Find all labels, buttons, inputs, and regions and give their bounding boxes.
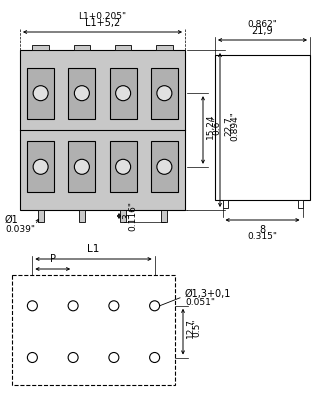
Text: 0.315": 0.315" bbox=[247, 232, 278, 241]
Bar bbox=[68, 67, 95, 119]
Circle shape bbox=[116, 159, 131, 174]
Circle shape bbox=[150, 352, 160, 363]
Bar bbox=[151, 67, 178, 119]
Circle shape bbox=[68, 352, 78, 363]
Circle shape bbox=[74, 159, 90, 174]
Bar bbox=[120, 210, 126, 222]
Text: 3: 3 bbox=[122, 213, 131, 219]
Text: Ø1: Ø1 bbox=[5, 215, 19, 225]
Circle shape bbox=[109, 301, 119, 311]
Text: L1: L1 bbox=[87, 244, 100, 254]
Text: 0.051": 0.051" bbox=[185, 298, 215, 307]
Circle shape bbox=[157, 86, 172, 101]
Bar bbox=[38, 210, 44, 222]
Bar bbox=[156, 45, 173, 50]
Bar bbox=[222, 200, 227, 208]
Text: L1+5,2: L1+5,2 bbox=[85, 18, 120, 28]
Bar bbox=[215, 55, 310, 200]
Text: 0.5": 0.5" bbox=[192, 318, 201, 337]
Text: 0.862": 0.862" bbox=[247, 20, 278, 29]
Bar bbox=[110, 67, 137, 119]
Bar bbox=[151, 141, 178, 192]
Circle shape bbox=[74, 86, 90, 101]
Bar bbox=[27, 141, 54, 192]
Bar bbox=[27, 67, 54, 119]
Bar bbox=[32, 45, 49, 50]
Text: L1+0.205": L1+0.205" bbox=[78, 12, 127, 21]
Circle shape bbox=[109, 352, 119, 363]
Circle shape bbox=[157, 159, 172, 174]
Bar bbox=[68, 141, 95, 192]
Circle shape bbox=[33, 86, 48, 101]
Text: 8: 8 bbox=[260, 225, 266, 235]
Bar bbox=[161, 210, 167, 222]
Circle shape bbox=[33, 159, 48, 174]
Text: 0.894": 0.894" bbox=[230, 111, 239, 141]
Text: Ø1,3+0,1: Ø1,3+0,1 bbox=[185, 289, 231, 299]
Bar bbox=[12, 275, 175, 385]
Bar bbox=[110, 141, 137, 192]
Circle shape bbox=[27, 301, 37, 311]
Bar bbox=[79, 210, 85, 222]
Text: 15,24: 15,24 bbox=[206, 113, 215, 139]
Circle shape bbox=[150, 301, 160, 311]
Circle shape bbox=[116, 86, 131, 101]
Text: 0.6": 0.6" bbox=[212, 117, 221, 135]
Text: 0.116": 0.116" bbox=[128, 201, 137, 231]
Text: 12,7: 12,7 bbox=[186, 318, 195, 338]
Bar bbox=[115, 45, 131, 50]
Bar bbox=[20, 50, 185, 210]
Text: P: P bbox=[50, 254, 56, 264]
Text: 21,9: 21,9 bbox=[252, 26, 273, 36]
Bar bbox=[73, 45, 90, 50]
Text: 22,7: 22,7 bbox=[224, 116, 233, 136]
Text: 0.039": 0.039" bbox=[5, 225, 35, 235]
Circle shape bbox=[27, 352, 37, 363]
Circle shape bbox=[68, 301, 78, 311]
Bar bbox=[298, 200, 303, 208]
